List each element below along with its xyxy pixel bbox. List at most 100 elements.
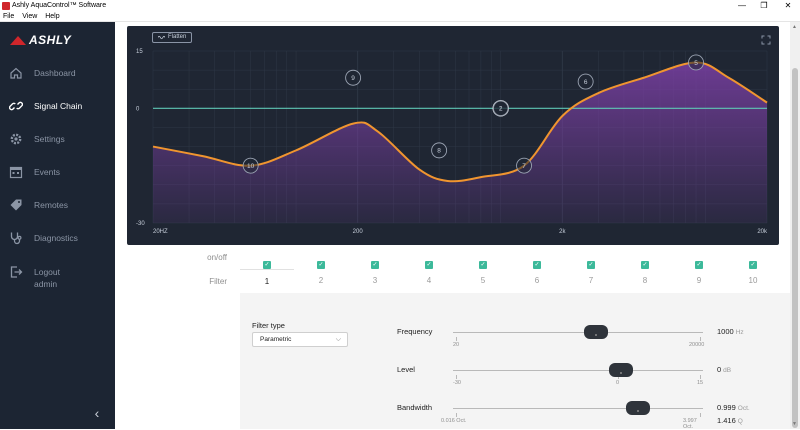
logo-mark-icon <box>10 35 26 45</box>
menu-help[interactable]: Help <box>45 13 60 20</box>
expand-icon[interactable] <box>761 32 771 45</box>
bandwidth-label: Bandwidth <box>397 403 433 412</box>
filter-enable-cell: ✓ <box>294 253 348 271</box>
filter-enable-checkbox[interactable]: ✓ <box>695 261 703 269</box>
filter-enable-checkbox[interactable]: ✓ <box>425 261 433 269</box>
level-slider[interactable]: -30 0 15 <box>453 363 703 386</box>
gear-icon <box>9 132 23 146</box>
sidebar-item-signal-chain[interactable]: Signal Chain <box>0 94 115 118</box>
tab-filter-5[interactable]: 5 <box>480 276 486 285</box>
filter-node-7[interactable] <box>516 157 532 174</box>
sidebar-item-settings[interactable]: Settings <box>0 127 115 151</box>
frequency-slider[interactable]: 20 20000 <box>453 325 704 348</box>
bandwidth-slider[interactable]: 0.016 Oct. 3.997 Oct. <box>441 401 703 430</box>
tab-filter-2[interactable]: 2 <box>318 276 324 285</box>
onoff-row-label: on/off <box>207 253 227 262</box>
filter-enable-checkbox[interactable]: ✓ <box>587 261 595 269</box>
bandwidth-slider-thumb[interactable] <box>626 401 650 415</box>
sidebar-item-logout[interactable]: Logout admin <box>0 265 115 295</box>
filter-enable-cell: ✓ <box>726 253 780 271</box>
frequency-min: 20 <box>453 342 460 348</box>
tab-filter-7[interactable]: 7 <box>588 276 594 285</box>
brand-name: ASHLY <box>29 33 72 47</box>
sidebar-item-events[interactable]: Events <box>0 160 115 184</box>
scroll-up-icon[interactable]: ▲ <box>792 24 797 30</box>
slider-tick <box>700 337 701 341</box>
slider-tick <box>456 375 457 379</box>
filter-node-6[interactable] <box>577 73 594 90</box>
chevron-down-icon: ⌵ <box>335 336 341 343</box>
minimize-button[interactable]: — <box>738 1 746 10</box>
filter-type-select[interactable]: Parametric ⌵ <box>252 332 348 347</box>
slider-tick <box>700 375 701 379</box>
filter-node-8[interactable] <box>431 142 448 159</box>
sidebar-item-label: Dashboard <box>34 68 76 78</box>
sidebar-item-label: Diagnostics <box>34 233 78 243</box>
eq-response-fill <box>153 62 767 223</box>
level-mid: 0 <box>616 380 620 386</box>
y-tick-label: 0 <box>136 106 140 112</box>
sidebar-item-label: Signal Chain <box>34 101 83 111</box>
menu-view[interactable]: View <box>22 13 38 20</box>
filter-enable-checkbox[interactable]: ✓ <box>749 261 757 269</box>
sidebar-item-label: Settings <box>34 134 65 144</box>
close-button[interactable]: ✕ <box>784 1 792 10</box>
filter-enable-checkbox[interactable]: ✓ <box>533 261 541 269</box>
tab-filter-10[interactable]: 10 <box>748 276 758 285</box>
filter-node-10[interactable] <box>242 157 259 174</box>
filter-node-label: 6 <box>584 79 588 86</box>
filter-node-9[interactable] <box>345 69 362 86</box>
bandwidth-q-value[interactable]: 1.416 Q <box>717 416 743 425</box>
filter-enable-cell: ✓ <box>564 253 618 271</box>
filter-enable-checkbox[interactable]: ✓ <box>641 261 649 269</box>
filter-node-5[interactable] <box>688 54 704 71</box>
sidebar-item-diagnostics[interactable]: Diagnostics <box>0 226 115 250</box>
menu-file[interactable]: File <box>3 13 15 20</box>
filter-type-value: Parametric <box>260 336 292 343</box>
filter-node-label: 7 <box>522 163 526 170</box>
level-unit: dB <box>723 367 732 374</box>
filter-settings-panel: Filter type Parametric ⌵ Frequency 20 20… <box>240 293 790 430</box>
tab-filter-9[interactable]: 9 <box>696 276 702 285</box>
calendar-icon <box>9 165 23 179</box>
filter-enable-cell: ✓ <box>618 253 672 271</box>
bandwidth-value[interactable]: 0.999 Oct. <box>717 403 750 412</box>
slider-tick <box>618 375 619 379</box>
filter-enable-checkbox[interactable]: ✓ <box>479 261 487 269</box>
sidebar-item-label: Remotes <box>34 200 69 210</box>
vertical-scrollbar[interactable]: ▲ ▼ <box>790 22 800 429</box>
tab-filter-1[interactable]: 1 <box>240 269 294 293</box>
bandwidth-max: 3.997 Oct. <box>683 418 697 430</box>
frequency-value[interactable]: 1000 Hz <box>717 327 744 336</box>
filter-enable-cell: ✓ <box>510 253 564 271</box>
level-slider-thumb[interactable] <box>608 363 633 377</box>
app-icon <box>2 2 10 10</box>
tab-filter-8[interactable]: 8 <box>642 276 648 285</box>
home-icon <box>9 66 23 80</box>
x-tick-label: 20k <box>757 229 768 235</box>
level-min: -30 <box>453 380 461 386</box>
filter-enable-checkbox[interactable]: ✓ <box>263 261 271 269</box>
sidebar-item-remotes[interactable]: Remotes <box>0 193 115 217</box>
tab-filter-3[interactable]: 3 <box>372 276 378 285</box>
scroll-down-icon[interactable]: ▼ <box>792 421 797 427</box>
slider-tick <box>456 337 457 341</box>
collapse-sidebar-button[interactable]: ‹ <box>94 405 100 421</box>
eq-graph-canvas: 150-3020HZ2002k20k125678910 <box>136 49 768 235</box>
frequency-unit: Hz <box>735 329 744 336</box>
tab-filter-4[interactable]: 4 <box>426 276 432 285</box>
filter-enable-checkbox[interactable]: ✓ <box>371 261 379 269</box>
scrollbar-thumb[interactable] <box>792 68 798 428</box>
signal-chain-view: 150-3020HZ2002k20k125678910 Flatten on/o… <box>115 22 790 430</box>
tab-filter-6[interactable]: 6 <box>534 276 540 285</box>
frequency-max: 20000 <box>689 342 705 348</box>
eq-graph[interactable]: 150-3020HZ2002k20k125678910 Flatten <box>127 26 779 245</box>
maximize-button[interactable]: ❐ <box>760 1 768 10</box>
title-bar: Ashly AquaControl™ Software — ❐ ✕ <box>0 0 800 12</box>
sidebar-item-dashboard[interactable]: Dashboard <box>0 61 115 85</box>
filter-node-2[interactable] <box>492 100 509 117</box>
filter-enable-checkbox[interactable]: ✓ <box>317 261 325 269</box>
level-value[interactable]: 0 dB <box>717 365 731 374</box>
frequency-slider-thumb[interactable] <box>583 325 608 339</box>
flatten-button[interactable]: Flatten <box>152 32 193 43</box>
